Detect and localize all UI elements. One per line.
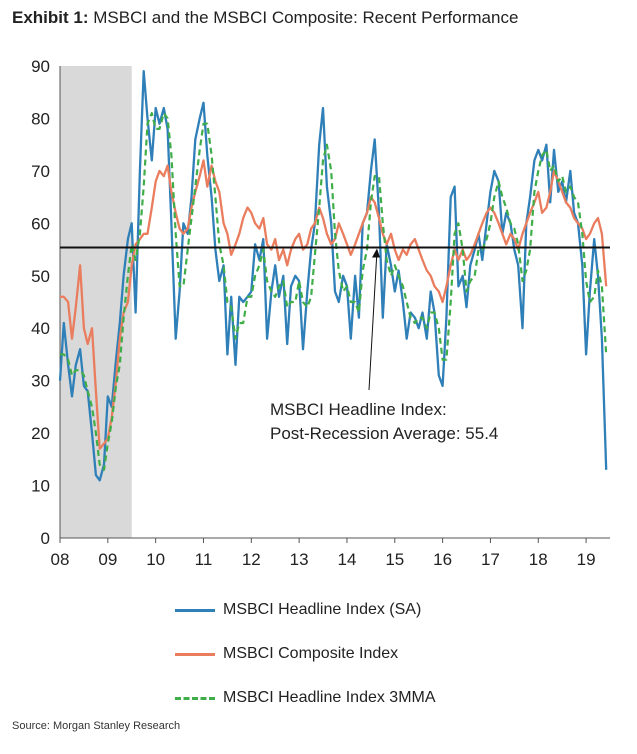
y-tick-label: 90 <box>31 57 50 76</box>
series-line-3 <box>60 112 608 471</box>
y-tick-label: 30 <box>31 372 50 391</box>
legend-item: MSBCI Composite Index <box>175 632 436 676</box>
y-tick-label: 40 <box>31 319 50 338</box>
y-tick-label: 80 <box>31 109 50 128</box>
legend-label: MSBCI Headline Index 3MMA <box>223 689 436 706</box>
x-tick-label: 19 <box>577 550 596 569</box>
x-tick-label: 08 <box>51 550 70 569</box>
legend-item: MSBCI Headline Index (SA) <box>175 588 436 632</box>
x-tick-label: 12 <box>242 550 261 569</box>
y-tick-label: 10 <box>31 477 50 496</box>
y-tick-label: 60 <box>31 214 50 233</box>
y-tick-label: 20 <box>31 424 50 443</box>
x-tick-label: 11 <box>195 550 213 569</box>
x-tick-label: 16 <box>433 550 452 569</box>
series-line-1 <box>58 70 608 482</box>
chart-legend: MSBCI Headline Index (SA) MSBCI Composite… <box>175 588 436 720</box>
source-note: Source: Morgan Stanley Research <box>12 720 181 732</box>
series-line-2 <box>60 159 608 450</box>
recession-shading <box>60 66 132 538</box>
x-tick-label: 18 <box>529 550 548 569</box>
x-tick-label: 09 <box>98 550 117 569</box>
legend-swatch <box>175 608 215 612</box>
x-tick-label: 17 <box>481 550 500 569</box>
legend-swatch <box>175 652 215 656</box>
x-tick-label: 14 <box>337 550 356 569</box>
x-tick-label: 13 <box>290 550 309 569</box>
y-tick-label: 50 <box>31 267 50 286</box>
annotation-line1: MSBCI Headline Index: <box>270 400 447 419</box>
legend-swatch <box>175 696 215 700</box>
chart-title-text: MSBCI and the MSBCI Composite: Recent Pe… <box>93 8 519 27</box>
chart-title: Exhibit 1: MSBCI and the MSBCI Composite… <box>12 8 518 28</box>
y-tick-label: 70 <box>31 162 50 181</box>
legend-item: MSBCI Headline Index 3MMA <box>175 676 436 720</box>
annotation-arrowhead <box>372 248 380 258</box>
exhibit-label: Exhibit 1: <box>12 8 89 27</box>
x-tick-label: 10 <box>146 550 165 569</box>
legend-label: MSBCI Headline Index (SA) <box>223 601 422 618</box>
x-tick-label: 15 <box>385 550 404 569</box>
line-chart: 0 10 20 30 40 50 60 70 80 90 08 09 10 11 12 13 14 15 16 17 1… <box>31 57 610 569</box>
y-tick-label: 0 <box>41 529 50 548</box>
annotation-arrow <box>368 250 378 391</box>
annotation-line2: Post-Recession Average: 55.4 <box>270 424 499 443</box>
legend-label: MSBCI Composite Index <box>223 645 399 662</box>
